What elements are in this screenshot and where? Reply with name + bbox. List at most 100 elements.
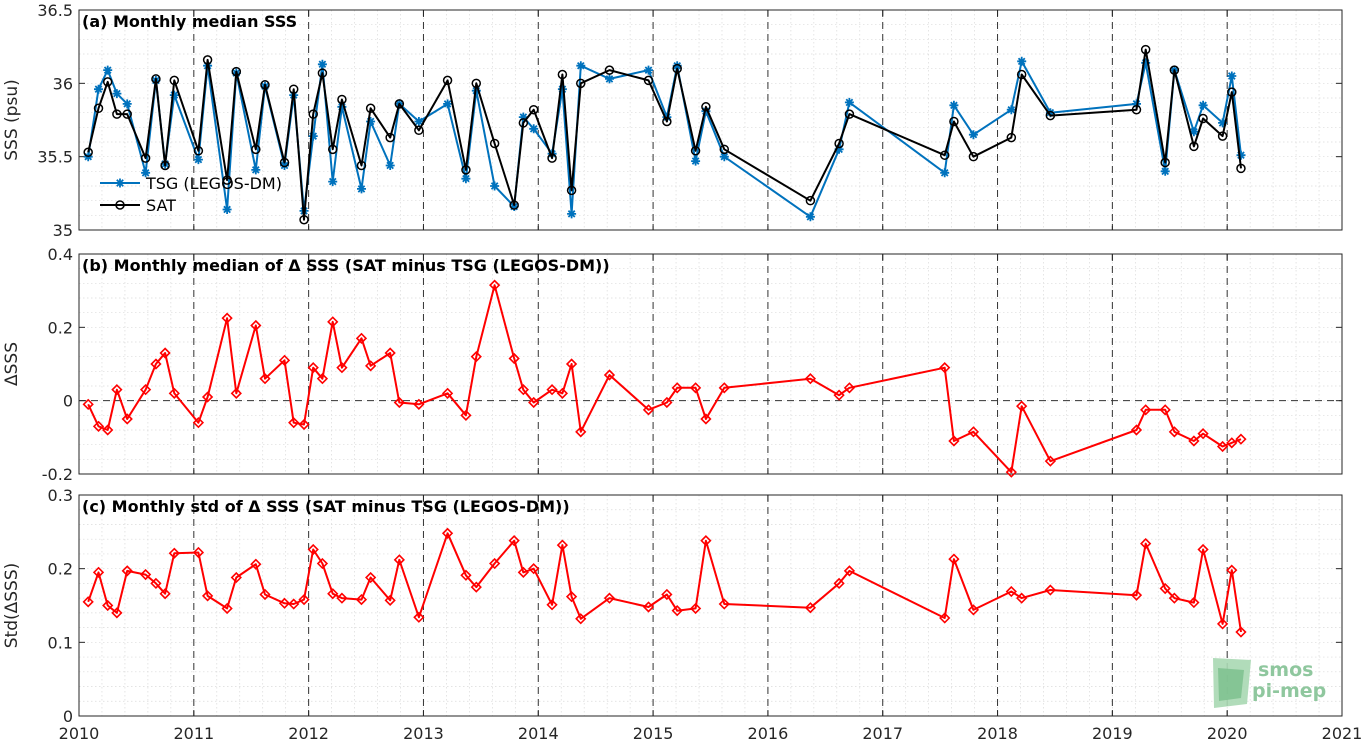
data-point-delta [288, 417, 300, 429]
data-point-delta [843, 382, 856, 394]
data-point-sat [442, 75, 453, 86]
data-point-sat [1189, 141, 1199, 152]
data-point-delta [1016, 400, 1028, 412]
data-point-delta [1044, 455, 1056, 467]
data-point-delta [168, 547, 180, 559]
data-point-delta [1140, 404, 1152, 416]
data-point-sat [93, 103, 104, 114]
x-tick-label: 2021 [1322, 724, 1363, 743]
data-point-delta [413, 611, 425, 623]
data-point-sat [202, 55, 213, 65]
data-point-delta [642, 601, 655, 613]
data-point-tsg [529, 124, 539, 134]
data-point-tsg [414, 117, 424, 126]
data-point-delta [393, 396, 405, 409]
data-point-delta [278, 597, 291, 609]
data-point-sat [251, 144, 261, 155]
data-point-sat [844, 109, 855, 119]
y-tick-label: 36.5 [37, 1, 73, 20]
y-tick-label: 0.4 [48, 245, 73, 264]
data-point-sat [604, 65, 615, 75]
data-point-tsg [509, 202, 519, 211]
data-point-delta [671, 605, 683, 617]
data-point-sat [385, 132, 395, 143]
data-point-delta [221, 602, 233, 615]
data-point-delta [307, 543, 319, 556]
data-point-sat [260, 80, 270, 90]
data-point-delta [150, 358, 162, 370]
data-point-tsg [567, 209, 577, 219]
data-point-delta [1005, 466, 1017, 478]
y-axis-label: SSS (psu) [2, 79, 22, 160]
data-point-delta [230, 571, 242, 584]
data-point-delta [1197, 428, 1209, 440]
data-point-delta [298, 418, 310, 431]
data-point-delta [1226, 437, 1238, 449]
data-point-sat [288, 84, 299, 94]
data-point-sat [356, 160, 367, 171]
data-point-delta [365, 360, 377, 372]
x-tick-label: 2020 [1207, 724, 1248, 743]
data-point-sat [547, 153, 557, 163]
data-point-tsg [1218, 118, 1228, 128]
series-delta [82, 527, 1247, 638]
data-point-tsg [1198, 100, 1208, 110]
data-point-delta [92, 566, 105, 578]
x-tick-label: 2016 [748, 724, 789, 743]
data-point-delta [316, 557, 329, 570]
data-point-delta [1168, 592, 1181, 604]
data-point-sat [231, 66, 242, 77]
data-point-delta [948, 435, 960, 447]
data-point-delta [111, 384, 123, 396]
data-point-delta [546, 384, 558, 396]
data-point-delta [102, 599, 114, 612]
data-point-sat [968, 151, 979, 162]
data-point-delta [393, 554, 405, 566]
data-point-delta [384, 347, 396, 359]
minor-grid [78, 494, 1343, 717]
data-point-delta [556, 539, 569, 551]
data-point-sat [489, 138, 500, 149]
data-point-delta [671, 382, 683, 394]
data-point-tsg [644, 65, 653, 75]
data-point-sat [701, 102, 711, 112]
panel-3: 0 0.1 0.2 0.3 2010 2011 2012 2013 2014 2015 2016 20… [2, 486, 1362, 743]
data-point-delta [718, 382, 730, 394]
data-point-sat [805, 195, 816, 206]
data-point-delta [1044, 584, 1056, 596]
data-point-tsg [576, 61, 586, 71]
data-point-delta [288, 598, 300, 610]
data-point-delta [111, 607, 123, 619]
data-point-tsg [1160, 166, 1170, 176]
data-point-delta [1235, 433, 1247, 445]
y-tick-label: 36 [53, 74, 73, 93]
data-point-tsg [949, 100, 959, 110]
data-point-sat [299, 214, 309, 225]
data-point-delta [528, 563, 540, 575]
data-point-tsg [490, 181, 500, 191]
series-line-delta [87, 532, 1242, 633]
x-tick-label: 2019 [1092, 724, 1133, 743]
data-point-delta [1159, 582, 1171, 595]
panel-title: (b) Monthly median of Δ SSS (SAT minus T… [82, 256, 610, 275]
data-point-sat [112, 109, 122, 119]
data-point-delta [441, 527, 454, 539]
data-point-delta [278, 354, 291, 366]
data-point-sat [102, 77, 113, 87]
data-point-sat [1045, 110, 1056, 121]
data-point-sat [193, 146, 204, 156]
data-point-delta [355, 593, 368, 606]
data-point-delta [192, 546, 205, 559]
data-point-delta [1216, 618, 1229, 630]
data-point-sat [566, 185, 577, 196]
data-point-delta [159, 588, 171, 600]
data-point-tsg [280, 161, 289, 170]
year-gridlines [193, 10, 1228, 230]
year-gridlines [193, 254, 1228, 474]
series-delta [82, 279, 1247, 478]
data-point-delta [460, 569, 472, 581]
data-point-tsg [1006, 105, 1016, 115]
y-tick-label: -0.2 [42, 465, 73, 484]
data-point-delta [565, 358, 578, 370]
data-point-sat [471, 78, 482, 89]
